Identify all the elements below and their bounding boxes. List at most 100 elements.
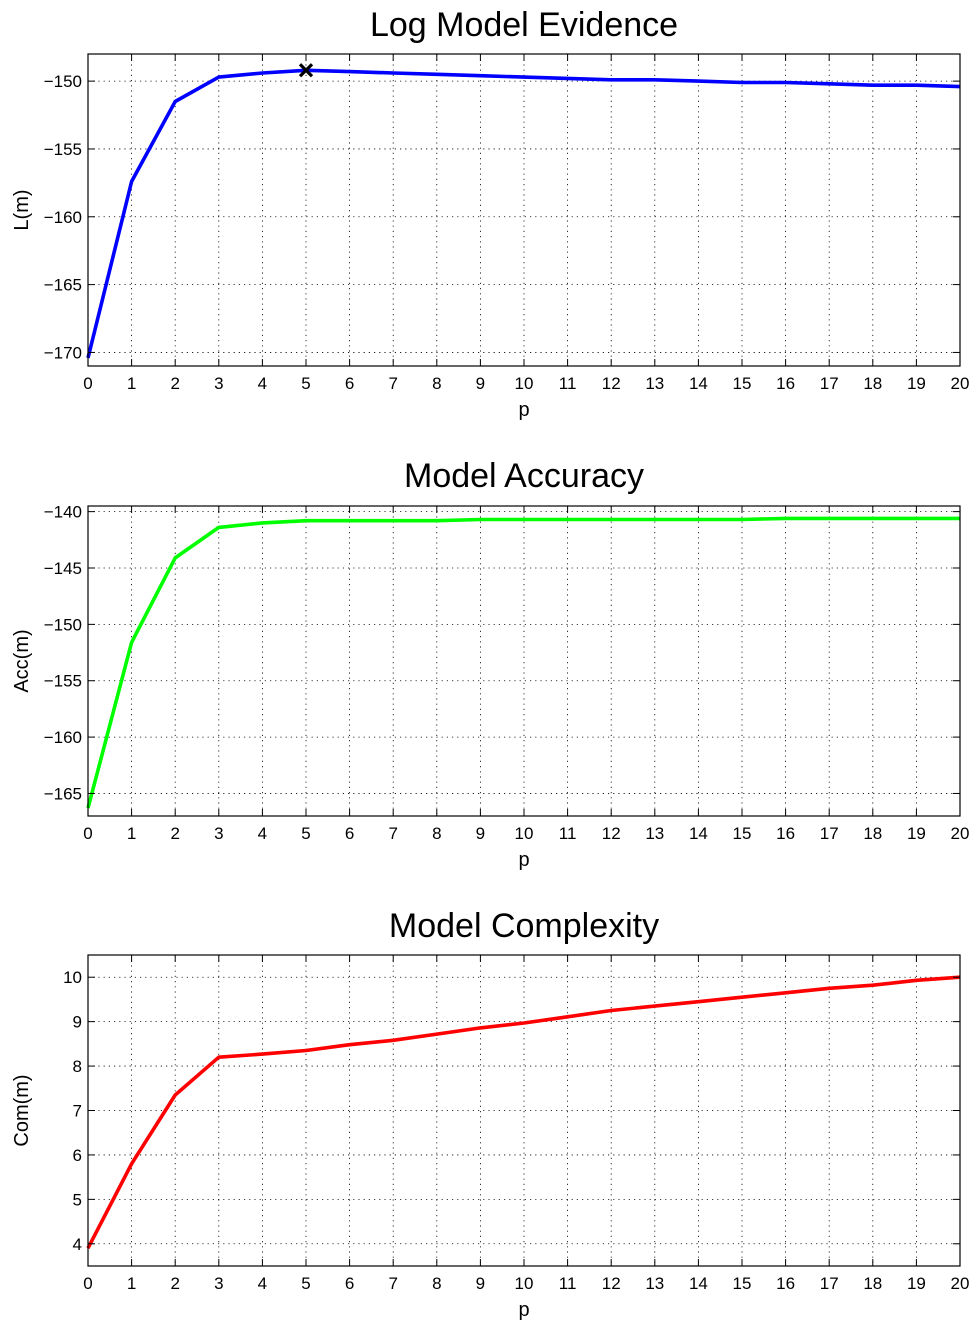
y-axis-label: Acc(m) [11,629,33,692]
series-line [86,516,960,809]
x-tick-label: 6 [345,824,354,843]
x-tick-label: 9 [476,1274,485,1293]
x-tick-label: 12 [602,374,621,393]
series-line [86,975,961,1250]
x-tick-label: 6 [345,374,354,393]
x-tick-label: 19 [907,824,926,843]
x-tick-label: 10 [515,1274,534,1293]
x-tick-label: 13 [645,374,664,393]
x-tick-label: 18 [863,374,882,393]
x-axis-label: p [518,399,529,421]
x-tick-label: 14 [689,824,708,843]
x-tick-label: 6 [345,1274,354,1293]
x-tick-label: 0 [83,374,92,393]
y-tick-label: 8 [73,1057,82,1076]
y-tick-label: 5 [73,1190,82,1209]
x-tick-label: 7 [388,1274,397,1293]
x-tick-label: 13 [645,1274,664,1293]
y-tick-label: −160 [44,728,82,747]
x-tick-label: 10 [515,824,534,843]
x-tick-label: 20 [951,1274,970,1293]
x-tick-label: 13 [645,824,664,843]
x-tick-label: 1 [127,1274,136,1293]
y-tick-label: −165 [44,784,82,803]
y-tick-label: 9 [73,1013,82,1032]
plot-area [88,955,960,1266]
x-tick-label: 8 [432,824,441,843]
x-tick-label: 2 [170,1274,179,1293]
chart-title: Model Accuracy [404,457,644,495]
chart-title: Log Model Evidence [370,6,678,44]
x-tick-label: 17 [820,374,839,393]
x-tick-label: 18 [863,1274,882,1293]
x-tick-label: 20 [951,824,970,843]
x-tick-label: 2 [170,824,179,843]
x-tick-label: 3 [214,1274,223,1293]
series-line [86,68,961,359]
x-tick-label: 7 [388,374,397,393]
x-tick-label: 16 [776,824,795,843]
x-tick-label: 5 [301,374,310,393]
plot-area [88,506,960,816]
y-tick-label: −145 [44,559,82,578]
x-tick-label: 1 [127,824,136,843]
x-tick-label: 9 [476,824,485,843]
x-tick-label: 18 [863,824,882,843]
x-tick-label: 19 [907,1274,926,1293]
x-tick-label: 5 [301,824,310,843]
x-tick-label: 17 [820,1274,839,1293]
chart-panel-3: 0 1 2 3 4 5 6 7 8 9 10 11 12 13 14 15 16 17 18 19 2045678910… [11,907,969,1321]
x-axis-label: p [518,1299,529,1321]
y-tick-label: −160 [44,208,82,227]
y-tick-label: 7 [73,1102,82,1121]
y-axis-label: L(m) [11,189,33,230]
y-tick-label: −170 [44,343,82,362]
x-tick-label: 0 [83,1274,92,1293]
x-tick-label: 8 [432,1274,441,1293]
x-tick-label: 9 [476,374,485,393]
y-tick-label: −155 [44,672,82,691]
x-tick-label: 8 [432,374,441,393]
x-tick-label: 4 [258,1274,267,1293]
x-tick-label: 15 [733,1274,752,1293]
x-tick-label: 3 [214,824,223,843]
x-tick-label: 11 [559,374,577,393]
x-tick-label: 7 [388,824,397,843]
y-tick-label: 4 [73,1235,82,1254]
x-tick-label: 20 [951,374,970,393]
y-tick-label: −155 [44,140,82,159]
x-tick-label: 19 [907,374,926,393]
x-tick-label: 14 [689,374,708,393]
chart-title: Model Complexity [389,907,659,945]
x-tick-label: 11 [559,1274,577,1293]
x-tick-label: 16 [776,1274,795,1293]
x-tick-label: 4 [258,374,267,393]
x-tick-label: 4 [258,824,267,843]
y-tick-label: 10 [63,968,82,987]
x-tick-label: 1 [127,374,136,393]
chart-panel-1: 0 1 2 3 4 5 6 7 8 9 10 11 12 13 14 15 16 17 18 19 20−170−165… [11,6,969,421]
y-axis-label: Com(m) [11,1074,33,1146]
x-tick-label: 11 [559,824,577,843]
x-tick-label: 14 [689,1274,708,1293]
y-tick-label: −150 [44,72,82,91]
x-tick-label: 17 [820,824,839,843]
optimum-marker [298,63,314,78]
x-tick-label: 12 [602,1274,621,1293]
x-tick-label: 15 [733,824,752,843]
x-tick-label: 0 [83,824,92,843]
x-tick-label: 12 [602,824,621,843]
x-axis-label: p [518,849,529,871]
chart-panel-2: 0 1 2 3 4 5 6 7 8 9 10 11 12 13 14 15 16 17 18 19 20−165−160… [11,457,969,871]
x-tick-label: 10 [515,374,534,393]
y-tick-label: 6 [73,1146,82,1165]
x-tick-label: 16 [776,374,795,393]
y-tick-label: −165 [44,276,82,295]
y-tick-label: −150 [44,615,82,634]
y-tick-label: −140 [44,503,82,522]
x-tick-label: 2 [170,374,179,393]
x-tick-label: 15 [733,374,752,393]
x-tick-label: 5 [301,1274,310,1293]
x-tick-label: 3 [214,374,223,393]
